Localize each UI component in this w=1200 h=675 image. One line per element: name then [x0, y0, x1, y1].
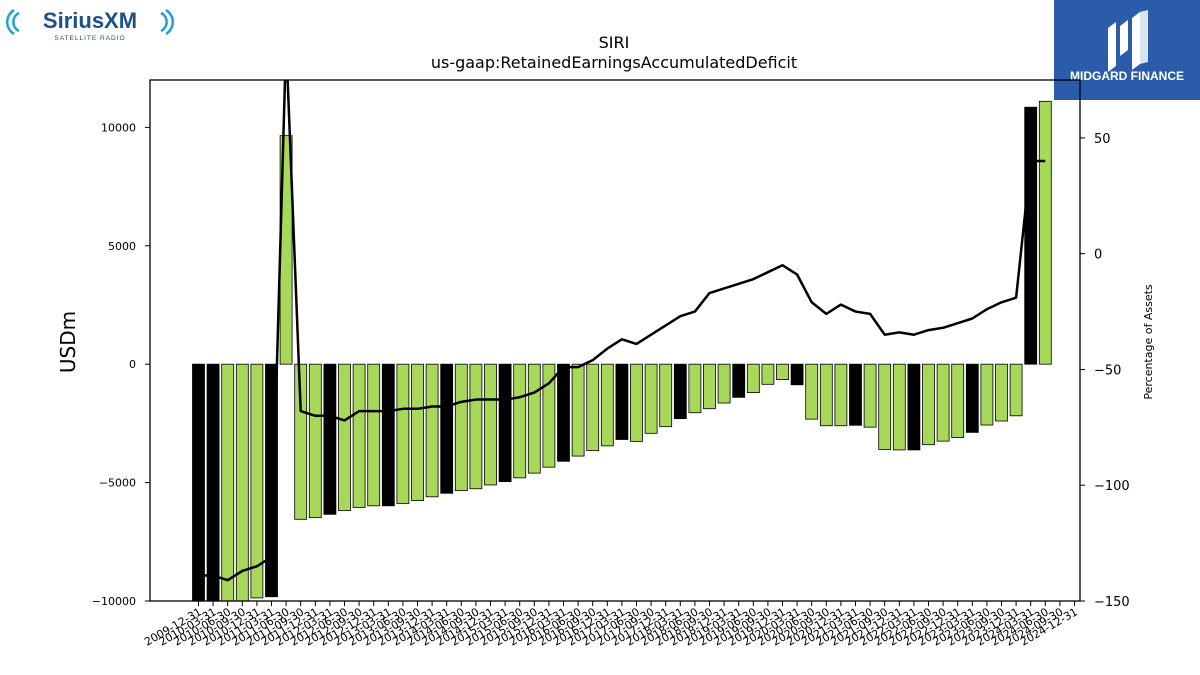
line-path — [198, 80, 1046, 582]
bar — [527, 363, 541, 474]
logo-tagline: SATELLITE RADIO — [54, 35, 125, 42]
bar — [644, 363, 658, 434]
bar — [1038, 100, 1052, 365]
y2-tick-label: 0 — [1094, 248, 1102, 263]
bar — [498, 363, 512, 483]
bar — [688, 363, 702, 414]
bar — [323, 363, 337, 515]
bar — [892, 363, 906, 451]
bar — [294, 363, 308, 520]
bar — [440, 363, 454, 494]
bar — [805, 363, 819, 420]
y-tick-label: 0 — [129, 358, 136, 371]
y-axis-label: USDm — [56, 311, 80, 373]
y-tick-label: −10000 — [92, 595, 136, 608]
bar — [1009, 363, 1023, 417]
bar — [367, 363, 381, 507]
bar — [571, 363, 585, 457]
bar — [922, 363, 935, 446]
y-tick-label: −5000 — [99, 477, 136, 490]
bar — [878, 363, 892, 450]
signal-wave-icon — [12, 11, 20, 33]
bar — [659, 363, 673, 428]
y2-tick-label: −50 — [1094, 363, 1121, 378]
bar — [586, 363, 600, 452]
bar — [951, 363, 965, 438]
siriusxm-logo: SiriusXM SATELLITE RADIO — [5, 8, 175, 42]
signal-wave-icon — [5, 8, 15, 36]
logo-wordmark: SiriusXM — [43, 8, 137, 33]
midgard-emblem-icon — [1108, 10, 1148, 72]
bar — [308, 363, 322, 519]
bar — [396, 363, 410, 504]
bar — [980, 363, 994, 426]
bar — [557, 363, 570, 462]
y2-tick-label: −100 — [1094, 479, 1130, 494]
bar — [761, 363, 775, 385]
bar — [250, 363, 264, 599]
bar — [776, 363, 789, 380]
bar — [863, 363, 877, 428]
y-tick-label: 5000 — [108, 240, 136, 253]
bar — [630, 363, 643, 442]
bar — [192, 363, 205, 601]
bar — [469, 363, 483, 490]
line-series — [198, 80, 1046, 582]
bar — [411, 363, 424, 501]
bar — [615, 363, 629, 440]
y-tick-label: 10000 — [101, 121, 136, 134]
signal-wave-icon — [165, 8, 175, 36]
bar — [1024, 106, 1038, 365]
y2-axis-label: Percentage of Assets — [1142, 284, 1155, 400]
bar — [454, 363, 468, 492]
bar-series — [192, 100, 1052, 601]
bar — [673, 363, 687, 420]
bar — [513, 363, 527, 479]
axes: −10000−50000500010000−150−100−500502009-… — [92, 79, 1130, 649]
chart-subtitle: us-gaap:RetainedEarningsAccumulatedDefic… — [431, 53, 797, 72]
bar — [849, 363, 862, 426]
bar — [746, 363, 760, 393]
bar — [790, 363, 804, 386]
y2-tick-label: −150 — [1094, 595, 1130, 610]
bar — [965, 363, 979, 433]
chart-title: SIRI — [599, 33, 630, 52]
midgard-finance-logo: MIDGARD FINANCE — [1054, 0, 1200, 100]
bar — [732, 363, 746, 398]
bar — [206, 363, 220, 601]
bar — [834, 363, 848, 427]
bar — [907, 363, 921, 451]
bar — [995, 363, 1008, 422]
signal-wave-icon — [160, 11, 168, 33]
bar — [338, 363, 351, 511]
bar — [484, 363, 497, 486]
bar — [819, 363, 833, 427]
bar — [381, 363, 395, 507]
logo-wordmark: MIDGARD FINANCE — [1070, 69, 1184, 83]
bar — [600, 363, 614, 447]
bar — [703, 363, 716, 410]
bar — [542, 363, 556, 468]
bar — [352, 363, 366, 508]
bar — [717, 363, 731, 404]
bar — [936, 363, 950, 442]
bar — [221, 363, 235, 601]
y2-tick-label: 50 — [1094, 132, 1111, 147]
bar — [425, 363, 439, 498]
bar — [235, 363, 249, 601]
plot-frame — [149, 79, 1081, 602]
